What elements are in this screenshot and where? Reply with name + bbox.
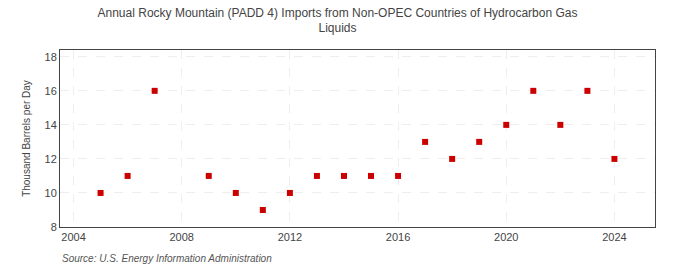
svg-text:10: 10 xyxy=(45,187,57,199)
svg-text:16: 16 xyxy=(45,85,57,97)
svg-text:2012: 2012 xyxy=(278,231,302,243)
svg-text:Source: U.S. Energy Informatio: Source: U.S. Energy Information Administ… xyxy=(62,253,272,264)
svg-text:2024: 2024 xyxy=(602,231,626,243)
svg-text:18: 18 xyxy=(45,51,57,63)
svg-text:14: 14 xyxy=(45,119,57,131)
svg-text:8: 8 xyxy=(51,221,57,233)
svg-text:2008: 2008 xyxy=(169,231,193,243)
svg-text:12: 12 xyxy=(45,153,57,165)
svg-text:2016: 2016 xyxy=(386,231,410,243)
svg-text:Thousand Barrels per Day: Thousand Barrels per Day xyxy=(21,80,32,197)
svg-text:Annual Rocky Mountain (PADD 4): Annual Rocky Mountain (PADD 4) Imports f… xyxy=(98,6,578,36)
svg-text:2004: 2004 xyxy=(61,231,85,243)
svg-text:2020: 2020 xyxy=(494,231,518,243)
